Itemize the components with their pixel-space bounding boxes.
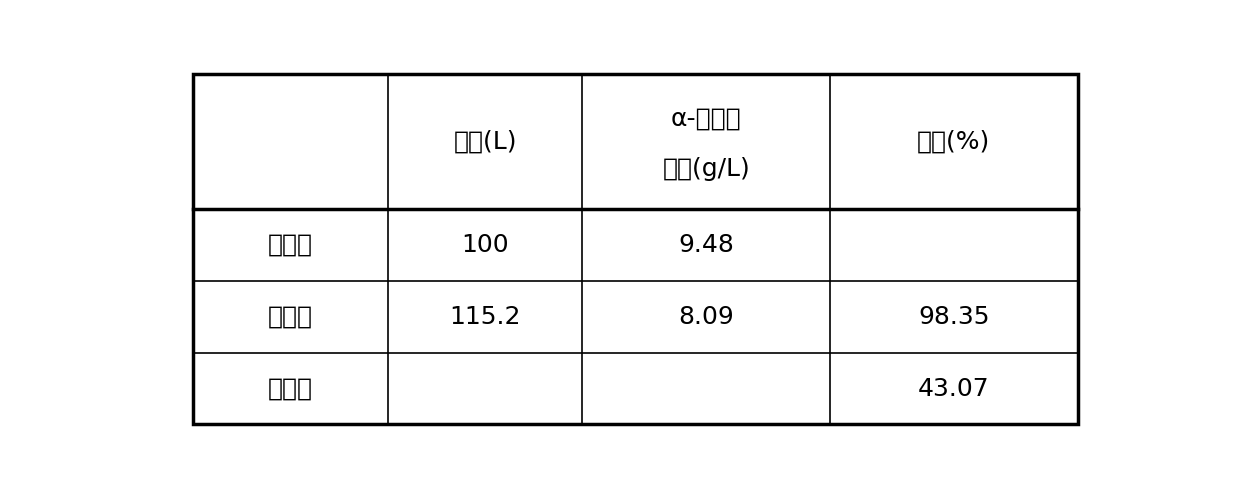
Text: 含量(g/L): 含量(g/L) [662,157,750,181]
Text: α-熊果苷: α-熊果苷 [671,107,742,131]
Text: 115.2: 115.2 [449,305,521,329]
Text: 43.07: 43.07 [918,376,990,401]
Text: 发酵液: 发酵液 [268,233,314,257]
Text: 98.35: 98.35 [918,305,990,329]
Text: 体积(L): 体积(L) [454,130,517,154]
Text: 收率(%): 收率(%) [918,130,991,154]
Text: 总收率: 总收率 [268,376,314,401]
Text: 微滤液: 微滤液 [268,305,314,329]
Text: 9.48: 9.48 [678,233,734,257]
Text: 8.09: 8.09 [678,305,734,329]
Text: 100: 100 [461,233,508,257]
